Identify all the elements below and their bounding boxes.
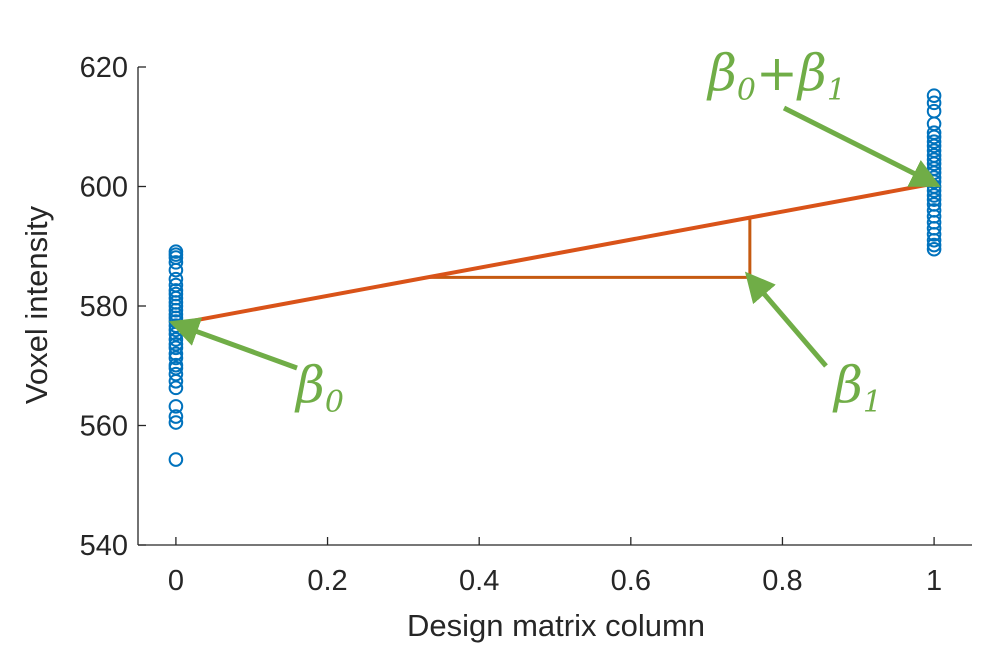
data-point [168,255,184,270]
x-tick-label: 0.2 [307,565,347,597]
data-point [168,346,184,362]
arrow-beta01 [782,105,941,187]
x-tick-label: 0.6 [611,565,651,597]
y-tick-label: 580 [80,291,128,323]
x-tick-label: 0.4 [459,565,499,597]
data-point [168,244,184,259]
data-point [168,415,184,430]
data-point [168,399,184,414]
data-point [926,143,942,158]
data-point [926,95,942,111]
data-point [926,188,942,203]
axes: 540 560 580 600 620 0 0.2 0.4 0.6 0.8 1 [80,52,972,597]
label-beta1: β1 [832,356,882,420]
x-tick-label: 0 [168,565,184,597]
data-point [926,134,942,149]
data-point [168,271,184,287]
arrow-beta0 [168,317,298,371]
overlays: β0 β1 β0+β1 [168,44,941,420]
arrow-beta1 [744,271,828,368]
y-tick-label: 620 [80,52,128,84]
data-point [168,357,184,373]
data-point [926,125,942,141]
y-tick-label: 540 [80,530,128,562]
data-point [168,380,184,396]
x-tick-label: 1 [926,565,942,597]
data-point [168,452,184,467]
data-point [926,203,942,218]
y-tick-label: 560 [80,411,128,443]
data-point [168,409,184,424]
data-point [926,237,942,253]
y-axis-title: Voxel intensity [19,205,54,404]
x-tick-label: 0.8 [762,565,802,597]
data-point [168,283,184,298]
x-axis-title: Design matrix column [407,608,705,643]
label-beta01: β0+β1 [706,44,846,108]
data-point [168,350,184,366]
regression-line [175,181,935,326]
data-point [926,116,942,132]
label-beta0: β0 [294,356,344,420]
data-point [926,241,942,257]
data-point [926,197,942,212]
data-point [168,277,184,293]
data-point [926,103,942,119]
y-tick-label: 600 [80,172,128,204]
data-point [926,88,942,103]
data-point [168,366,184,382]
